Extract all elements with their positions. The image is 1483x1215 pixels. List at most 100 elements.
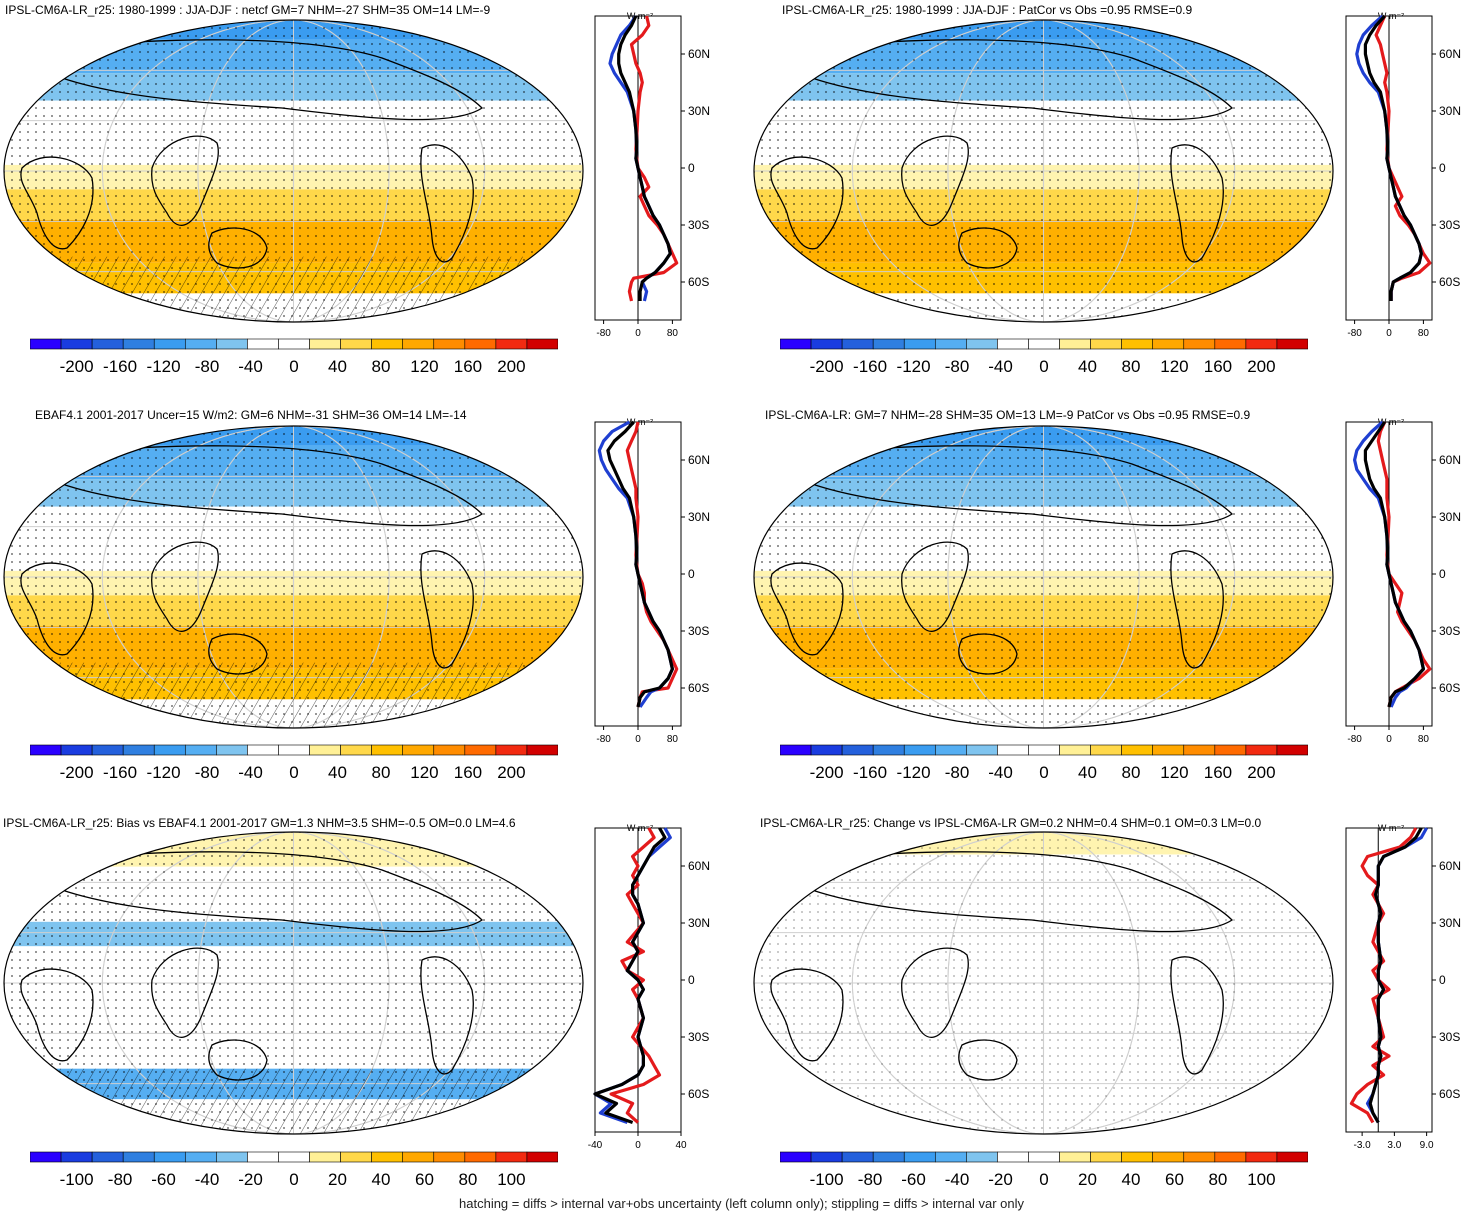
colorbar-tick-label: -120 [147,763,181,782]
colorbar-tick-label: 160 [1204,357,1232,376]
colorbar-tick-label: 160 [454,357,482,376]
colorbar-swatch [1183,744,1216,756]
zonal-svg-3: W m⁻² 60N 30N 0 30S 60S -80 0 80 [1345,417,1461,745]
colorbar-middle-left: -200 -160 -120 -80 -40 0 40 80 120 160 200 [29,744,559,799]
colorbar-tick-label: 40 [1078,763,1097,782]
colorbar-swatch [464,744,497,756]
colorbar-tick-label: 60 [415,1170,434,1189]
colorbar-tick-label: -200 [810,357,844,376]
colorbar-swatch [934,338,967,350]
colorbar-tick-label: 20 [1078,1170,1097,1189]
map-middle-right [752,424,1335,735]
colorbar-swatch [495,744,528,756]
colorbar-swatch [29,1151,62,1163]
x-tick-label: 40 [675,1140,687,1150]
colorbar-swatch [1152,744,1185,756]
colorbar-swatch [60,744,93,756]
colorbar-swatch [278,744,310,756]
colorbar-svg-3: -200 -160 -120 -80 -40 0 40 80 120 160 200 [779,744,1309,782]
lat-tick-label: 30N [1439,104,1461,118]
colorbar-tick-label: 80 [458,1170,477,1189]
colorbar-swatch [1245,1151,1278,1163]
lat-tick-label: 0 [1439,567,1446,581]
colorbar-swatch [153,1151,186,1163]
colorbar-tick-label: -80 [858,1170,883,1189]
colorbar-swatch [340,1151,372,1163]
colorbar-middle-right: -200 -160 -120 -80 -40 0 40 80 120 160 200 [779,744,1309,799]
lat-tick-label: 30S [1439,218,1460,232]
colorbar-swatch [402,1151,435,1163]
colorbar-swatch [934,744,967,756]
x-tick-label: 80 [667,328,679,338]
colorbar-swatch [1028,1151,1060,1163]
colorbar-tick-label: 120 [410,357,438,376]
lat-tick-label: 60N [1439,859,1461,873]
colorbar-swatch [495,1151,528,1163]
colorbar-tick-label: 80 [1122,763,1141,782]
lat-tick-label: 30S [1439,624,1460,638]
colorbar-swatch [309,1151,341,1163]
lat-tick-label: 0 [1439,161,1446,175]
colorbar-swatch [433,1151,466,1163]
colorbar-swatch [153,744,186,756]
x-tick-label: 0 [1386,734,1392,744]
colorbar-tick-label: 160 [454,763,482,782]
colorbar-swatch [371,744,404,756]
colorbar-tick-label: 0 [289,357,298,376]
colorbar-swatch [247,744,279,756]
colorbar-tick-label: 40 [328,763,347,782]
colorbar-tick-label: -200 [810,763,844,782]
colorbar-swatch [1214,744,1247,756]
colorbar-tick-label: -80 [945,763,970,782]
zonal-series-line [1376,421,1432,708]
colorbar-tick-label: -100 [810,1170,844,1189]
zonal-svg-5: W m⁻² 60N 30N 0 30S 60S -3.0 3.0 9.0 [1345,823,1461,1151]
colorbar-swatch [1059,338,1091,350]
colorbar-swatch [464,1151,497,1163]
colorbar-svg-2: -200 -160 -120 -80 -40 0 40 80 120 160 200 [29,744,559,782]
colorbar-swatch [1152,338,1185,350]
colorbar-tick-label: 80 [1122,357,1141,376]
x-tick-label: 80 [667,734,679,744]
x-tick-label: 0 [635,1140,641,1150]
x-tick-label: 80 [1418,328,1430,338]
lat-tick-label: 30S [1439,1030,1460,1044]
unit-label: W m⁻² [627,417,653,427]
panel-title-top-right: IPSL-CM6A-LR_r25: 1980-1999 : JJA-DJF : … [782,3,1193,17]
map-top-left [2,18,585,329]
colorbar-swatch [872,744,905,756]
colorbar-swatch [779,744,812,756]
lat-tick-label: 60S [688,1087,709,1101]
zonal-series-line [617,15,672,301]
unit-label: W m⁻² [627,11,653,21]
colorbar-swatch [1214,338,1247,350]
colorbar-tick-label: 200 [1247,763,1275,782]
lat-tick-label: 0 [1439,973,1446,987]
lat-tick-label: 60S [1439,681,1460,695]
colorbar-swatch [433,338,466,350]
lat-tick-label: 60N [688,453,710,467]
lat-tick-label: 30N [688,510,710,524]
colorbar-swatch [340,338,372,350]
panel-title-bottom-left: IPSL-CM6A-LR_r25: Bias vs EBAF4.1 2001-2… [3,816,516,830]
world-map-5 [753,831,1334,1135]
colorbar-tick-label: -40 [988,357,1013,376]
colorbar-swatch [1090,338,1122,350]
world-map-0 [3,19,584,323]
colorbar-swatch [1152,1151,1185,1163]
colorbar-swatch [966,1151,998,1163]
zonal-svg-4: W m⁻² 60N 30N 0 30S 60S -40 0 40 [588,823,710,1151]
colorbar-swatch [495,338,528,350]
unit-label: W m⁻² [1378,417,1404,427]
lat-tick-label: 30N [1439,510,1461,524]
zonal-profile-middle-right: W m⁻² 60N 30N 0 30S 60S -80 0 80 [1336,414,1466,749]
panel-title-middle-right: IPSL-CM6A-LR: GM=7 NHM=-28 SHM=35 OM=13 … [765,408,1251,422]
lat-tick-label: 30S [688,1030,709,1044]
colorbar-swatch [779,1151,812,1163]
colorbar-swatch [1245,744,1278,756]
colorbar-swatch [29,338,62,350]
x-tick-label: 0 [1386,328,1392,338]
colorbar-tick-label: 80 [372,357,391,376]
colorbar-tick-label: -200 [60,763,94,782]
colorbar-swatch [903,744,936,756]
